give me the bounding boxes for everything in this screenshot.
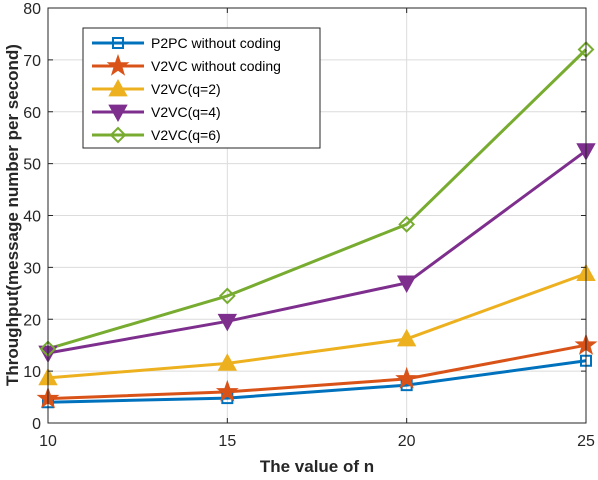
data-point-v2vc-q-2 — [396, 328, 417, 347]
data-point-v2vc-without-coding — [215, 379, 239, 402]
series-line-p2pc-without-coding — [47, 359, 587, 404]
y-tick-label: 30 — [23, 260, 41, 277]
x-tick-label: 10 — [39, 433, 57, 450]
legend-label-v2vc-q-4: V2VC(q=4) — [151, 104, 221, 120]
legend-label-p2pc-without-coding: P2PC without coding — [151, 35, 281, 51]
y-tick-label: 0 — [32, 416, 41, 433]
x-axis-title: The value of n — [260, 457, 374, 476]
legend-marker-p2pc-without-coding — [112, 37, 124, 49]
data-point-v2vc-q-4 — [217, 313, 238, 332]
data-point-v2vc-q-6 — [398, 215, 416, 233]
series-line-v2vc-q-4 — [47, 149, 587, 355]
series-line-v2vc-q-2 — [47, 272, 587, 380]
y-tick-label: 70 — [23, 53, 41, 70]
y-axis-title: Throughput(message number per second) — [3, 44, 22, 386]
data-point-v2vc-without-coding — [395, 366, 419, 389]
y-tick-label: 60 — [23, 105, 41, 122]
y-tick-label: 50 — [23, 157, 41, 174]
legend-marker-v2vc-q-2 — [108, 78, 128, 97]
data-point-v2vc-q-4 — [396, 275, 417, 293]
x-tick-label: 15 — [218, 433, 236, 450]
y-tick-label: 20 — [23, 312, 41, 329]
legend-label-v2vc-without-coding: V2VC without coding — [151, 58, 281, 74]
data-point-v2vc-q-2 — [217, 353, 238, 371]
y-tick-label: 40 — [23, 209, 41, 226]
series-line-v2vc-without-coding — [47, 343, 587, 401]
legend-marker-v2vc-q-6 — [109, 126, 127, 144]
series-line-v2vc-q-6 — [47, 48, 588, 351]
legend-label-v2vc-q-6: V2VC(q=6) — [151, 127, 221, 143]
legend-items: P2PC without coding V2VC without coding V2… — [92, 35, 281, 144]
data-point-v2vc-q-6 — [218, 287, 236, 305]
x-tick-label: 25 — [577, 433, 595, 450]
y-tick-label: 10 — [23, 364, 41, 381]
y-tick-label: 80 — [23, 1, 41, 18]
legend-label-v2vc-q-2: V2VC(q=2) — [151, 81, 221, 97]
x-tick-label: 20 — [398, 433, 416, 450]
legend-marker-v2vc-without-coding — [106, 53, 130, 76]
series-lines — [47, 48, 588, 404]
legend: P2PC without coding V2VC without coding V2… — [82, 27, 321, 149]
legend-marker-v2vc-q-4 — [108, 104, 128, 123]
